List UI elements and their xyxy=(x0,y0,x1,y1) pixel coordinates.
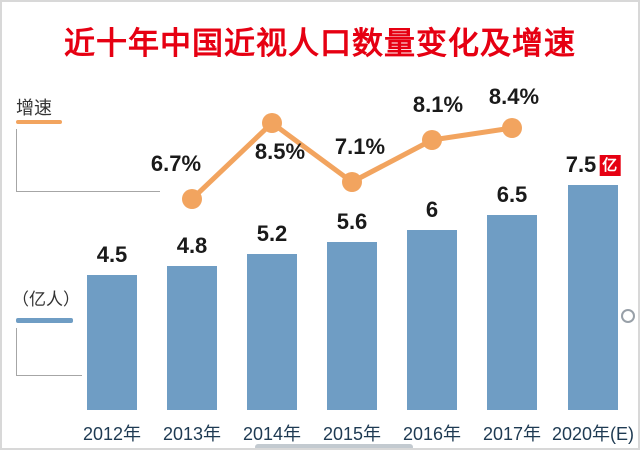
bar xyxy=(327,242,377,410)
bar-value-label: 5.6 xyxy=(337,210,368,234)
bar xyxy=(167,266,217,410)
x-axis-label: 2016年 xyxy=(402,424,462,444)
growth-value-label: 7.1% xyxy=(334,134,386,159)
x-axis-label: 2020年(E) xyxy=(551,424,635,444)
legend-unit-marker xyxy=(16,318,73,323)
legend-growth-label: 增速 xyxy=(16,98,52,118)
edge-circle xyxy=(621,309,635,323)
bar-value-label: 4.5 xyxy=(97,243,128,267)
x-axis-label: 2017年 xyxy=(482,424,542,444)
bar-value-label: 5.2 xyxy=(257,222,288,246)
legend-growth-marker xyxy=(16,120,62,124)
bar-value-text: 7.5 xyxy=(565,152,597,177)
bar-value-text: 6 xyxy=(425,197,439,222)
bar xyxy=(87,275,137,410)
bar-value-label: 4.8 xyxy=(177,234,208,258)
bar-value-text: 4.8 xyxy=(176,233,208,258)
legend-unit-label: （亿人） xyxy=(12,290,80,309)
bar-value-label: 7.5 亿 xyxy=(566,153,621,177)
bar-value-text: 6.5 xyxy=(496,182,528,207)
bar xyxy=(247,254,297,410)
bar-value-text: 5.2 xyxy=(256,221,288,246)
bar-value-label: 6 xyxy=(426,198,438,222)
bar xyxy=(568,185,618,410)
unit-badge: 亿 xyxy=(599,155,621,176)
legend-unit-pointer-horizontal xyxy=(16,375,82,376)
x-axis-label: 2013年 xyxy=(162,424,222,444)
x-axis-label: 2012年 xyxy=(82,424,142,444)
legend-growth-pointer-vertical xyxy=(16,129,17,192)
chart-title: 近十年中国近视人口数量变化及增速 xyxy=(64,26,576,61)
growth-value-label: 8.5% xyxy=(254,139,306,164)
bar-value-text: 4.5 xyxy=(96,242,128,267)
x-axis-label: 2014年 xyxy=(242,424,302,444)
legend-growth-pointer-horizontal xyxy=(16,191,160,192)
bar xyxy=(487,215,537,410)
bar-value-label: 6.5 xyxy=(497,183,528,207)
bar xyxy=(407,230,457,410)
x-axis-label: 2015年 xyxy=(322,424,382,444)
bar-value-text: 5.6 xyxy=(336,209,368,234)
growth-value-label: 8.1% xyxy=(412,92,464,117)
legend-unit-pointer-vertical xyxy=(16,328,17,376)
growth-value-label: 8.4% xyxy=(488,84,540,109)
growth-value-label: 6.7% xyxy=(150,151,202,176)
bottom-nub xyxy=(255,444,413,448)
